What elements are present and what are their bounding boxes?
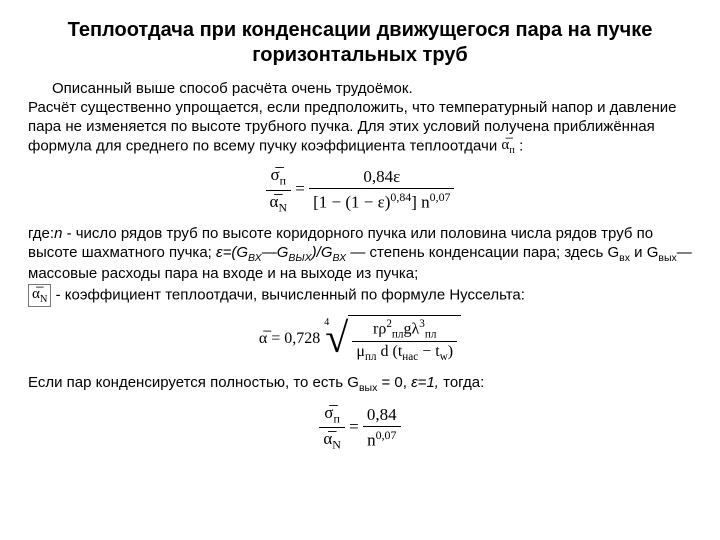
- page-title: Теплоотдача при конденсации движущегося …: [28, 18, 692, 68]
- formula-2: α̅ = 0,728 4 √ rρ2плgλ3пл μпл d (tнас − …: [28, 315, 692, 364]
- formula-1: σ̅п α̅N = 0,84ε [1 − (1 − ε)0,84] n0,07: [28, 165, 692, 215]
- formula1-rhs: 0,84ε [1 − (1 − ε)0,84] n0,07: [309, 167, 454, 213]
- paragraph-2: где:n - число рядов труб по высоте корид…: [28, 225, 692, 307]
- formula2-root: 4 √ rρ2плgλ3пл μпл d (tнас − tw): [324, 315, 461, 364]
- formula1-lhs: σ̅п α̅N: [266, 165, 292, 215]
- radical-icon: √: [325, 321, 348, 357]
- formula3-rhs: 0,84 n0,07: [363, 405, 401, 451]
- para1-rest: Расчёт существенно упрощается, если пред…: [28, 99, 677, 155]
- alpha-p-symbol: α̅п: [501, 136, 514, 157]
- para1-tail: :: [519, 138, 523, 155]
- formula3-lhs: σ̅п α̅N: [319, 403, 345, 453]
- paragraph-3: Если пар конденсируется полностью, то ес…: [28, 374, 692, 395]
- formula3-eq: =: [349, 417, 363, 436]
- formula1-eq: =: [295, 179, 309, 198]
- formula2-lhs: α̅ = 0,728: [259, 330, 320, 347]
- alpha-n-symbol: α̅N: [28, 284, 51, 307]
- paragraph-1: Описанный выше способ расчёта очень труд…: [28, 80, 692, 157]
- para1-line1: Описанный выше способ расчёта очень труд…: [28, 80, 692, 99]
- formula-3: σ̅п α̅N = 0,84 n0,07: [28, 403, 692, 453]
